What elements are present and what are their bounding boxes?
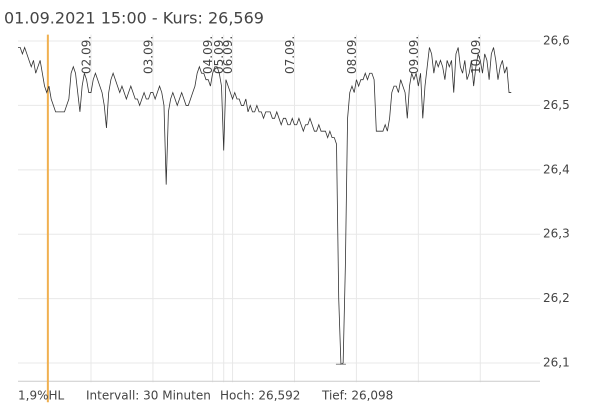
y-tick-label: 26,5	[543, 98, 570, 112]
y-tick-label: 26,2	[543, 291, 570, 305]
x-tick-label: 08.09.	[345, 36, 359, 74]
x-tick-label: 04.09.	[201, 36, 215, 74]
x-tick-label: 02.09.	[79, 36, 93, 74]
x-tick-label: 05.09.	[212, 36, 226, 74]
footer-text: Intervall: 30 Minuten	[86, 389, 211, 403]
y-tick-label: 26,3	[543, 227, 570, 241]
x-tick-label: 03.09.	[141, 36, 155, 74]
chart-title: 01.09.2021 15:00 - Kurs: 26,569	[4, 9, 264, 28]
footer-text: Hoch: 26,592	[220, 389, 300, 403]
y-tick-label: 26,6	[543, 34, 570, 48]
x-tick-label: 07.09.	[283, 36, 297, 74]
footer-text: 1,9%HL	[18, 389, 65, 403]
y-tick-label: 26,1	[543, 355, 570, 369]
y-tick-label: 26,4	[543, 162, 570, 176]
x-tick-label: 10.09.	[469, 36, 483, 74]
x-tick-label: 09.09.	[407, 36, 421, 74]
footer-text: Tief: 26,098	[321, 389, 393, 403]
price-line	[18, 46, 512, 365]
x-tick-label: 06.09.	[221, 36, 235, 74]
